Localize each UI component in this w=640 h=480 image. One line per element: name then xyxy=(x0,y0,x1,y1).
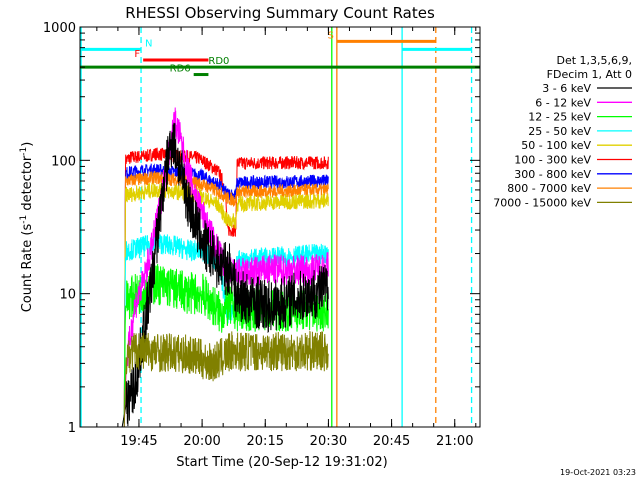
legend-label-0: 3 - 6 keV xyxy=(542,82,591,95)
y-axis-label-mid: detector xyxy=(20,155,35,215)
flag-label-0: N xyxy=(145,38,152,49)
plot-frame xyxy=(79,26,481,428)
y-tick-label-1: 10 xyxy=(59,288,76,303)
y-tick-label-2: 100 xyxy=(51,154,76,169)
y-axis-label-sup1: -1 xyxy=(19,215,29,224)
flag-label-2: S xyxy=(327,30,333,41)
legend-label-1: 6 - 12 keV xyxy=(535,96,591,109)
series-line-8 xyxy=(123,330,329,427)
x-tick-label-0: 19:45 xyxy=(120,434,157,449)
series-line-1 xyxy=(123,163,329,427)
legend-label-7: 800 - 7000 keV xyxy=(507,182,591,195)
series-line-2 xyxy=(123,170,329,427)
chart-title: RHESSI Observing Summary Count Rates xyxy=(125,4,435,22)
legend-label-2: 12 - 25 keV xyxy=(528,111,591,124)
flag-label-5: RD6 xyxy=(170,64,191,75)
legend-label-5: 100 - 300 keV xyxy=(514,154,591,167)
footer-date: 19-Oct-2021 03:23 xyxy=(560,468,636,477)
x-tick-label-3: 20:30 xyxy=(310,434,347,449)
legend-label-8: 7000 - 15000 keV xyxy=(493,196,591,209)
x-axis: 19:45 20:00 20:15 20:30 20:45 21:00 xyxy=(96,27,477,449)
y-axis-label-end: ) xyxy=(20,142,35,147)
y-axis-label-sup2: -1 xyxy=(19,147,29,156)
y-tick-label-3: 1000 xyxy=(43,21,76,36)
y-axis-label-main: Count Rate (s xyxy=(20,224,35,313)
flag-label-3: F xyxy=(134,49,140,60)
x-tick-label-4: 20:45 xyxy=(373,434,410,449)
plot-area: N S F RD0 RD6 xyxy=(80,27,480,427)
y-axis: 1 10 100 1000 xyxy=(43,21,480,436)
series-line-7 xyxy=(121,122,329,427)
plot-clip-group xyxy=(80,27,480,427)
y-tick-label-0: 1 xyxy=(68,421,76,436)
x-axis-label: Start Time (20-Sep-12 19:31:02) xyxy=(176,455,387,470)
legend-label-6: 300 - 800 keV xyxy=(514,168,591,181)
legend-header-1: Det 1,3,5,6,9, xyxy=(556,54,632,67)
x-tick-label-5: 21:00 xyxy=(436,434,473,449)
series-line-3 xyxy=(123,182,329,427)
legend-label-4: 50 - 100 keV xyxy=(521,139,591,152)
series-line-0 xyxy=(123,147,329,427)
flag-label-4: RD0 xyxy=(208,56,229,67)
x-tick-label-2: 20:15 xyxy=(247,434,284,449)
y-axis-label: Count Rate (s-1 detector-1) xyxy=(19,142,35,313)
legend-label-3: 25 - 50 keV xyxy=(528,125,591,138)
series-line-5 xyxy=(123,263,329,427)
x-tick-label-1: 20:00 xyxy=(183,434,220,449)
legend: Det 1,3,5,6,9, FDecim 1, Att 0 3 - 6 keV… xyxy=(493,54,632,209)
legend-header-2: FDecim 1, Att 0 xyxy=(547,68,632,81)
